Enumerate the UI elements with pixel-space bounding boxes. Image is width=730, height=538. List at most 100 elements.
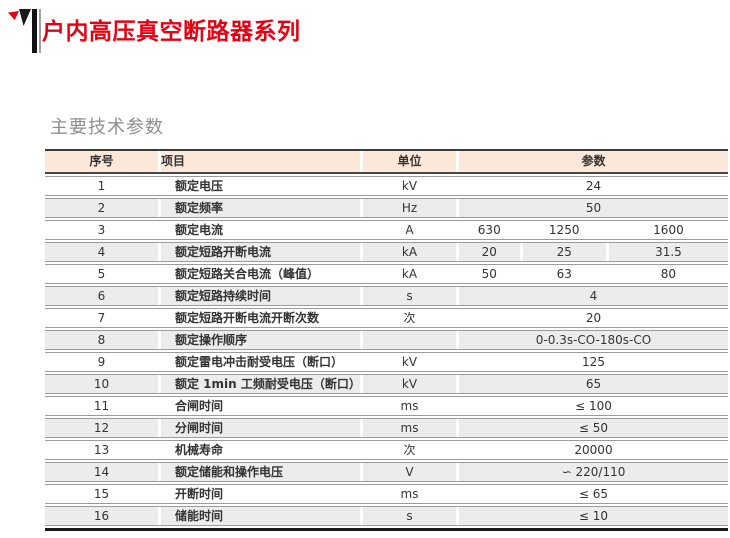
table-row: 7 额定短路开断电流开断次数次 20 [45, 308, 728, 328]
param-value-cell: ≤ 100 [459, 397, 728, 415]
table-row: 12 分闸时间 ms ≤ 50 [45, 418, 728, 438]
param-value-cell: ≤ 50 [459, 419, 728, 437]
section-title: 主要技术参数 [50, 117, 164, 138]
param-cells: 50 63 80 [459, 265, 728, 283]
row-number-cell: 1 [45, 177, 158, 195]
param-cells: 125 [459, 353, 728, 371]
row-number-cell: 9 [45, 353, 158, 371]
column-header-no: 序号 [45, 151, 158, 172]
item-name-cell: 额定短路关合电流（峰值） [161, 265, 360, 283]
param-value-cell: 65 [459, 375, 728, 393]
item-name-cell: 额定短路开断电流 [161, 243, 360, 261]
param-cells: 24 [459, 177, 728, 195]
param-cells: 20000 [459, 441, 728, 459]
param-value-cell: 63 [522, 265, 606, 283]
param-value-cell: ≤ 65 [459, 485, 728, 503]
param-value-cell: 80 [608, 265, 728, 283]
brand-mark-icon [0, 0, 42, 60]
row-number-cell: 12 [45, 419, 158, 437]
item-name-cell: 机械寿命 [161, 441, 360, 459]
row-number-cell: 3 [45, 221, 158, 239]
row-number-cell: 10 [45, 375, 158, 393]
param-value-cell: 24 [459, 177, 728, 195]
table-body: 1 额定电压 kV 24 2 额定频率 Hz 50 3 额定电流 A 630 1250 1600 4 额定短路… [45, 176, 728, 526]
column-header-param: 参数 [459, 151, 728, 172]
param-value-cell: 25 [522, 243, 606, 261]
table-row: 16 储能时间 s ≤ 10 [45, 506, 728, 526]
item-name-cell: 分闸时间 [161, 419, 360, 437]
table-row: 5 额定短路关合电流（峰值） kA 50 63 80 [45, 264, 728, 284]
table-row: 14 额定储能和操作电压 V ∽ 220/110 [45, 462, 728, 482]
param-cells: 65 [459, 375, 728, 393]
param-value-cell: ≤ 10 [459, 507, 728, 525]
item-name-cell: 开断时间 [161, 485, 360, 503]
unit-cell: kA [363, 243, 456, 261]
row-number-cell: 8 [45, 331, 158, 349]
param-value-cell: 1250 [522, 221, 606, 239]
param-cells: 50 [459, 199, 728, 217]
param-value-cell: 1600 [608, 221, 728, 239]
param-value-cell: 125 [459, 353, 728, 371]
spec-table: 序号 项目 单位 参数 1 额定电压 kV 24 2 额定频率 Hz 50 3 额定电流 A 630 1… [45, 149, 728, 531]
vertical-bar-icon [32, 9, 37, 53]
unit-cell: kV [363, 177, 456, 195]
table-bottom-rule [45, 528, 728, 531]
table-row: 10 额定 1min 工频耐受电压（断口） kV 65 [45, 374, 728, 394]
unit-cell: ms [363, 419, 456, 437]
param-cells: 20 25 31.5 [459, 243, 728, 261]
unit-cell: 次 [363, 441, 456, 459]
row-number-cell: 15 [45, 485, 158, 503]
param-cells: 4 [459, 287, 728, 305]
row-number-cell: 7 [45, 309, 158, 327]
item-name-cell: 额定储能和操作电压 [161, 463, 360, 481]
table-row: 4 额定短路开断电流 kA 20 25 31.5 [45, 242, 728, 262]
column-header-unit: 单位 [363, 151, 456, 172]
item-name-cell: 储能时间 [161, 507, 360, 525]
item-name-cell: 额定频率 [161, 199, 360, 217]
table-row: 3 额定电流 A 630 1250 1600 [45, 220, 728, 240]
param-value-cell: 50 [459, 199, 728, 217]
row-number-cell: 11 [45, 397, 158, 415]
table-row: 15 开断时间 ms ≤ 65 [45, 484, 728, 504]
row-number-cell: 4 [45, 243, 158, 261]
row-number-cell: 2 [45, 199, 158, 217]
unit-cell: kV [363, 375, 456, 393]
unit-cell: Hz [363, 199, 456, 217]
thin-bar-icon [39, 9, 41, 53]
unit-cell: ms [363, 397, 456, 415]
row-number-cell: 16 [45, 507, 158, 525]
item-name-cell: 额定电压 [161, 177, 360, 195]
param-value-cell: 0-0.3s-CO-180s-CO [459, 331, 728, 349]
table-row: 9 额定雷电冲击耐受电压（断口） kV 125 [45, 352, 728, 372]
row-number-cell: 6 [45, 287, 158, 305]
param-value-cell: 31.5 [608, 243, 728, 261]
unit-cell: kV [363, 353, 456, 371]
table-row: 8 额定操作顺序 0-0.3s-CO-180s-CO [45, 330, 728, 350]
unit-cell: V [363, 463, 456, 481]
item-name-cell: 额定短路持续时间 [161, 287, 360, 305]
item-name-cell: 额定操作顺序 [161, 331, 360, 349]
param-cells: 630 1250 1600 [459, 221, 728, 239]
item-name-cell: 额定 1min 工频耐受电压（断口） [161, 375, 360, 393]
item-name-cell: 额定短路开断电流开断次数 [161, 309, 360, 327]
param-value-cell: 20 [459, 309, 728, 327]
unit-cell [363, 331, 456, 349]
param-cells: ≤ 100 [459, 397, 728, 415]
red-triangle-icon [8, 11, 19, 20]
param-cells: 20 [459, 309, 728, 327]
unit-cell: kA [363, 265, 456, 283]
param-cells: ≤ 10 [459, 507, 728, 525]
unit-cell: ms [363, 485, 456, 503]
row-number-cell: 5 [45, 265, 158, 283]
table-row: 11 合闸时间 ms ≤ 100 [45, 396, 728, 416]
item-name-cell: 合闸时间 [161, 397, 360, 415]
page-title: 户内高压真空断路器系列 [42, 19, 301, 45]
row-number-cell: 14 [45, 463, 158, 481]
param-value-cell: 50 [459, 265, 520, 283]
item-name-cell: 额定电流 [161, 221, 360, 239]
item-name-cell: 额定雷电冲击耐受电压（断口） [161, 353, 360, 371]
unit-cell: s [363, 507, 456, 525]
column-header-item: 项目 [161, 151, 360, 172]
param-cells: ≤ 65 [459, 485, 728, 503]
table-row: 6 额定短路持续时间 s 4 [45, 286, 728, 306]
